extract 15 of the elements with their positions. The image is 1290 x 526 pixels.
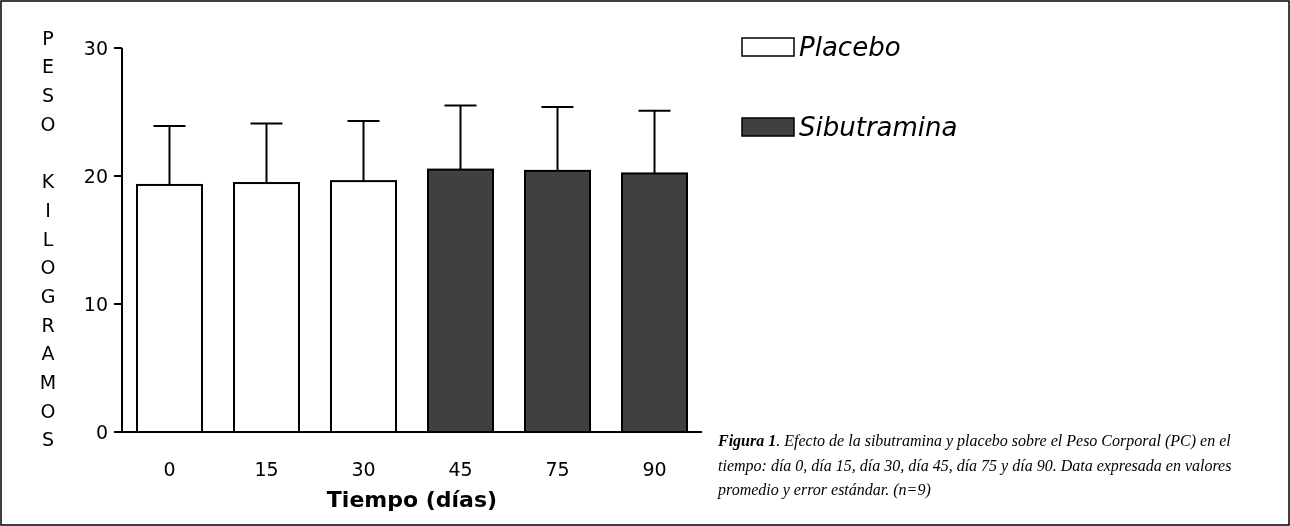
legend-label: Sibutramina <box>799 112 958 142</box>
y-tick-label: 0 <box>95 420 108 443</box>
x-tick-label: 30 <box>351 458 376 480</box>
text: Figura 1. Efecto de la sibutramina y placebo sobre el Peso Corporal (PC) en el tiempo: día 0, día 15, día 30, día 45, día 75 y día 90. Data expresada en valores promedio y error estándar. (n=9) <box>717 432 1232 499</box>
y-tick-label: 10 <box>83 292 108 315</box>
y-tick-label: 30 <box>83 36 108 59</box>
x-tick-label: 0 <box>163 458 176 480</box>
legend-label: Placebo <box>799 32 901 62</box>
x-axis-title: Tiempo (días) <box>326 487 498 512</box>
x-tick-label: 15 <box>254 458 279 480</box>
x-tick-label: 90 <box>642 458 667 480</box>
y-tick-label: 20 <box>83 164 108 187</box>
text: PESO KILOGRAMOS <box>39 26 57 451</box>
x-tick-label: 75 <box>545 458 570 480</box>
x-tick-label: 45 <box>448 458 473 480</box>
